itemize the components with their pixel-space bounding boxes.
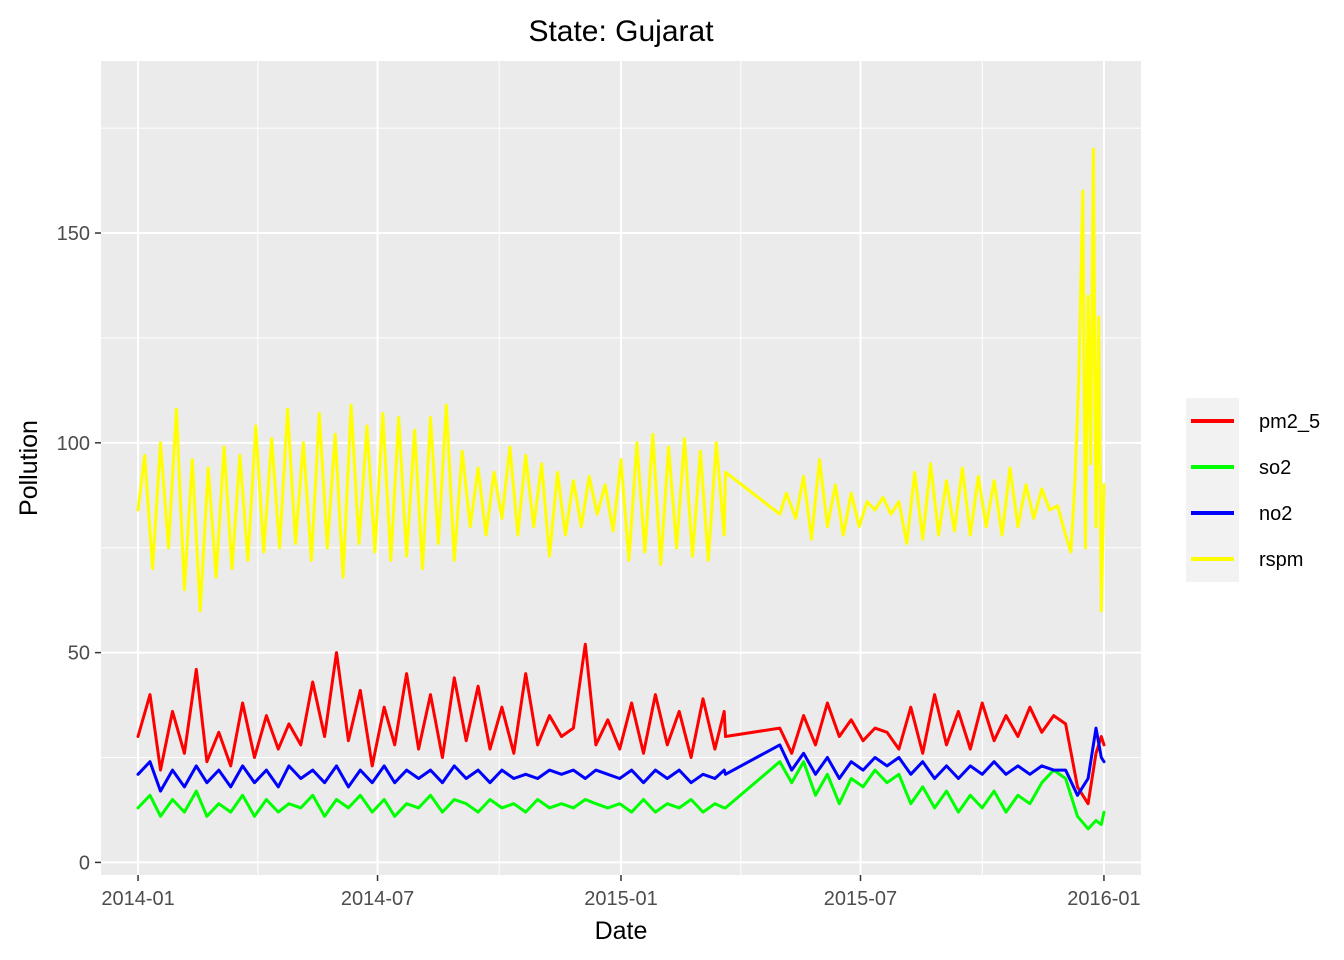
y-axis-title: Pollution bbox=[15, 420, 43, 516]
series-line-no2 bbox=[136, 726, 1106, 797]
legend-label-no2: no2 bbox=[1259, 503, 1292, 525]
legend-label-pm2_5: pm2_5 bbox=[1259, 411, 1320, 433]
legend: pm2_5 so2 no2 rspm bbox=[1186, 398, 1320, 582]
x-tick-label: 2015-07 bbox=[824, 888, 897, 910]
x-tick-label: 2014-01 bbox=[101, 888, 174, 910]
x-tick-label: 2014-07 bbox=[341, 888, 414, 910]
y-tick-label: 50 bbox=[68, 643, 90, 665]
chart-title: State: Gujarat bbox=[528, 15, 714, 48]
series-line-pm2_5 bbox=[136, 642, 1106, 806]
legend-label-so2: so2 bbox=[1259, 457, 1291, 479]
series-line-rspm bbox=[136, 147, 1106, 613]
legend-key-background bbox=[1186, 398, 1239, 582]
y-tick-label: 150 bbox=[57, 223, 90, 245]
x-tick-label: 2016-01 bbox=[1067, 888, 1140, 910]
legend-label-rspm: rspm bbox=[1259, 549, 1303, 571]
y-tick-label: 0 bbox=[79, 852, 90, 874]
axes: 0 50 100 150 2014-01 2014-07 2015-01 2015-07 201… bbox=[57, 223, 1141, 910]
series-line-so2 bbox=[136, 760, 1106, 831]
y-tick-label: 100 bbox=[57, 433, 90, 455]
x-tick-label: 2015-01 bbox=[584, 888, 657, 910]
x-axis-title: Date bbox=[595, 917, 648, 945]
series-lines bbox=[136, 147, 1106, 831]
